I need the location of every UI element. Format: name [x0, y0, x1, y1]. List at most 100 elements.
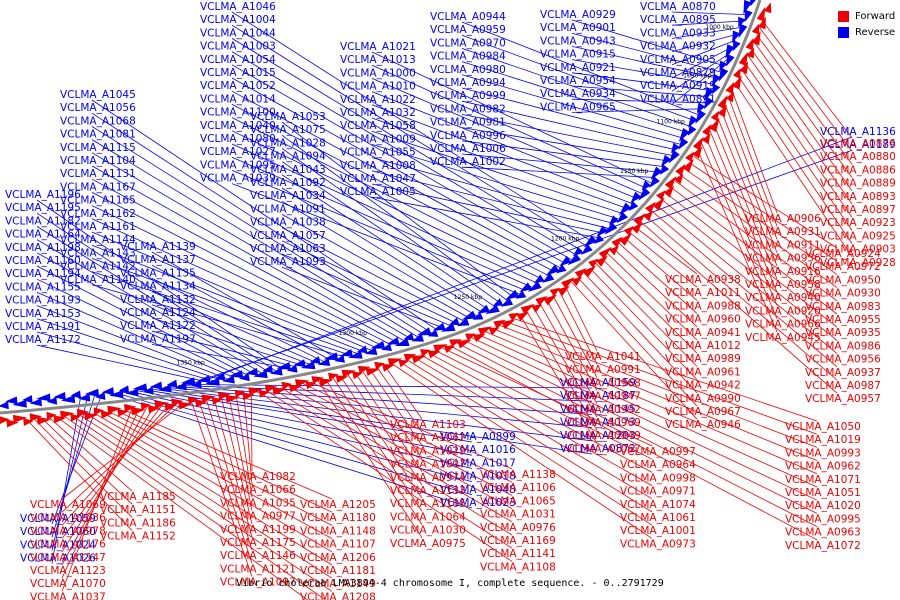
reverse-gene-label[interactable]: VCLMA_A1006	[430, 143, 506, 155]
reverse-gene-label[interactable]: VCLMA_A1038	[250, 217, 326, 229]
forward-gene-label[interactable]: VCLMA_A0938	[665, 274, 741, 286]
forward-gene-label[interactable]: VCLMA_A0897	[820, 204, 896, 216]
reverse-gene-label[interactable]: VCLMA_A1039	[200, 173, 276, 185]
forward-gene-label[interactable]: VCLMA_A0924	[805, 248, 881, 260]
forward-gene-label[interactable]: VCLMA_A1050	[785, 421, 861, 433]
forward-gene-label[interactable]: VCLMA_A1064	[390, 511, 466, 523]
reverse-gene-label[interactable]: VCLMA_A1203	[560, 430, 636, 442]
reverse-gene-label[interactable]: VCLMA_A1091	[250, 203, 326, 215]
reverse-gene-label[interactable]: VCLMA_A1193	[5, 295, 81, 307]
forward-gene-label[interactable]: VCLMA_A1147	[30, 552, 106, 564]
forward-gene-label[interactable]: VCLMA_A0976	[480, 522, 556, 534]
forward-gene-label[interactable]: VCLMA_A1067	[565, 443, 641, 455]
reverse-gene-label[interactable]: VCLMA_A0943	[540, 35, 616, 47]
reverse-gene-label[interactable]: VCLMA_A0872	[560, 443, 636, 455]
reverse-gene-label[interactable]: VCLMA_A1160	[5, 255, 81, 267]
forward-gene-label[interactable]: VCLMA_A0928	[820, 257, 896, 269]
forward-gene-label[interactable]: VCLMA_A0949	[565, 430, 641, 442]
reverse-gene-label[interactable]: VCLMA_A1196	[5, 189, 81, 201]
reverse-gene-label[interactable]: VCLMA_A1024	[20, 539, 96, 551]
reverse-gene-label[interactable]: VCLMA_A0999	[430, 90, 506, 102]
forward-gene-label[interactable]: VCLMA_A1199	[220, 524, 296, 536]
reverse-gene-label[interactable]: VCLMA_A1008	[340, 160, 416, 172]
forward-gene-label[interactable]: VCLMA_A1029	[390, 445, 466, 457]
reverse-gene-label[interactable]: VCLMA_A0934	[540, 88, 616, 100]
reverse-gene-label[interactable]: VCLMA_A1100	[200, 107, 276, 119]
reverse-gene-label[interactable]: VCLMA_A1136	[820, 126, 896, 138]
reverse-gene-label[interactable]: VCLMA_A1054	[200, 54, 276, 66]
forward-gene-label[interactable]: VCLMA_A1012	[665, 340, 741, 352]
forward-gene-label[interactable]: VCLMA_A1181	[300, 565, 376, 577]
forward-gene-label[interactable]: VCLMA_A0993	[785, 447, 861, 459]
reverse-gene-label[interactable]: VCLMA_A1159	[560, 377, 636, 389]
reverse-gene-label[interactable]: VCLMA_A0895	[640, 14, 716, 26]
forward-gene-label[interactable]: VCLMA_A1106	[480, 482, 556, 494]
reverse-gene-label[interactable]: VCLMA_A0932	[640, 41, 716, 53]
forward-gene-label[interactable]: VCLMA_A0977	[220, 511, 296, 523]
forward-gene-label[interactable]: VCLMA_A1186	[100, 517, 176, 529]
reverse-gene-label[interactable]: VCLMA_A1182	[5, 215, 81, 227]
reverse-gene-label[interactable]: VCLMA_A1165	[60, 195, 136, 207]
forward-gene-label[interactable]: VCLMA_A0889	[820, 178, 896, 190]
reverse-gene-label[interactable]: VCLMA_A1187	[560, 390, 636, 402]
forward-gene-label[interactable]: VCLMA_A0886	[820, 164, 896, 176]
reverse-gene-label[interactable]: VCLMA_A0944	[430, 11, 506, 23]
reverse-gene-label[interactable]: VCLMA_A1143	[60, 247, 136, 259]
forward-gene-label[interactable]: VCLMA_A0962	[785, 461, 861, 473]
forward-gene-label[interactable]: VCLMA_A0957	[805, 393, 881, 405]
reverse-gene-label[interactable]: VCLMA_A0954	[540, 75, 616, 87]
reverse-gene-label[interactable]: VCLMA_A1161	[60, 221, 136, 233]
forward-gene-label[interactable]: VCLMA_A1030	[390, 525, 466, 537]
reverse-gene-label[interactable]: VCLMA_A0970	[430, 37, 506, 49]
reverse-gene-label[interactable]: VCLMA_A1034	[250, 190, 326, 202]
forward-gene-label[interactable]: VCLMA_A1062	[390, 432, 466, 444]
reverse-gene-label[interactable]: VCLMA_A1047	[340, 173, 416, 185]
reverse-gene-label[interactable]: VCLMA_A0996	[430, 130, 506, 142]
forward-gene-label[interactable]: VCLMA_A1175	[220, 537, 296, 549]
reverse-gene-label[interactable]: VCLMA_A1142	[60, 261, 136, 273]
reverse-gene-label[interactable]: VCLMA_A1167	[60, 181, 136, 193]
forward-gene-label[interactable]: VCLMA_A1036	[30, 512, 106, 524]
forward-gene-label[interactable]: VCLMA_A1205	[300, 499, 376, 511]
reverse-gene-label[interactable]: VCLMA_A1005	[340, 186, 416, 198]
reverse-gene-label[interactable]: VCLMA_A1000	[340, 67, 416, 79]
forward-gene-label[interactable]: VCLMA_A0978	[30, 525, 106, 537]
forward-gene-label[interactable]: VCLMA_A0931	[745, 226, 821, 238]
reverse-gene-label[interactable]: VCLMA_A0929	[540, 9, 616, 21]
reverse-gene-label[interactable]: VCLMA_A1043	[250, 164, 326, 176]
forward-gene-label[interactable]: VCLMA_A1141	[480, 548, 556, 560]
reverse-gene-label[interactable]: VCLMA_A0982	[430, 103, 506, 115]
forward-gene-label[interactable]: VCLMA_A1019	[785, 434, 861, 446]
reverse-gene-label[interactable]: VCLMA_A1153	[5, 308, 81, 320]
reverse-gene-label[interactable]: VCLMA_A0901	[540, 22, 616, 34]
reverse-gene-label[interactable]: VCLMA_A0959	[430, 24, 506, 36]
forward-gene-label[interactable]: VCLMA_A1169	[480, 535, 556, 547]
forward-gene-label[interactable]: VCLMA_A0966	[745, 319, 821, 331]
forward-gene-label[interactable]: VCLMA_A0972	[805, 261, 881, 273]
reverse-gene-label[interactable]: VCLMA_A1018	[440, 471, 516, 483]
forward-gene-label[interactable]: VCLMA_A1149	[300, 578, 376, 590]
reverse-gene-label[interactable]: VCLMA_A1057	[250, 230, 326, 242]
forward-gene-label[interactable]: VCLMA_A1206	[300, 552, 376, 564]
reverse-gene-label[interactable]: VCLMA_A1044	[200, 27, 276, 39]
reverse-gene-label[interactable]: VCLMA_A1092	[250, 177, 326, 189]
reverse-gene-label[interactable]: VCLMA_A1023	[440, 497, 516, 509]
reverse-gene-label[interactable]: VCLMA_A1104	[60, 155, 136, 167]
forward-gene-label[interactable]: VCLMA_A1152	[100, 531, 176, 543]
forward-gene-label[interactable]: VCLMA_A0955	[805, 314, 881, 326]
reverse-gene-label[interactable]: VCLMA_A1140	[60, 274, 136, 286]
forward-gene-label[interactable]: VCLMA_A0973	[620, 538, 696, 550]
forward-gene-label[interactable]: VCLMA_A0945	[745, 332, 821, 344]
forward-gene-label[interactable]: VCLMA_A1061	[620, 512, 696, 524]
reverse-gene-label[interactable]: VCLMA_A1080	[200, 133, 276, 145]
forward-gene-label[interactable]: VCLMA_A0988	[665, 300, 741, 312]
forward-gene-label[interactable]: VCLMA_A0989	[665, 353, 741, 365]
reverse-gene-label[interactable]: VCLMA_A1010	[340, 81, 416, 93]
reverse-gene-label[interactable]: VCLMA_A1135	[120, 267, 196, 279]
reverse-gene-label[interactable]: VCLMA_A0905	[640, 54, 716, 66]
reverse-gene-label[interactable]: VCLMA_A1027	[200, 146, 276, 158]
reverse-gene-label[interactable]: VCLMA_A1094	[250, 151, 326, 163]
forward-gene-label[interactable]: VCLMA_A1180	[300, 512, 376, 524]
reverse-gene-label[interactable]: VCLMA_A0899	[440, 431, 516, 443]
forward-gene-label[interactable]: VCLMA_A0946	[665, 419, 741, 431]
